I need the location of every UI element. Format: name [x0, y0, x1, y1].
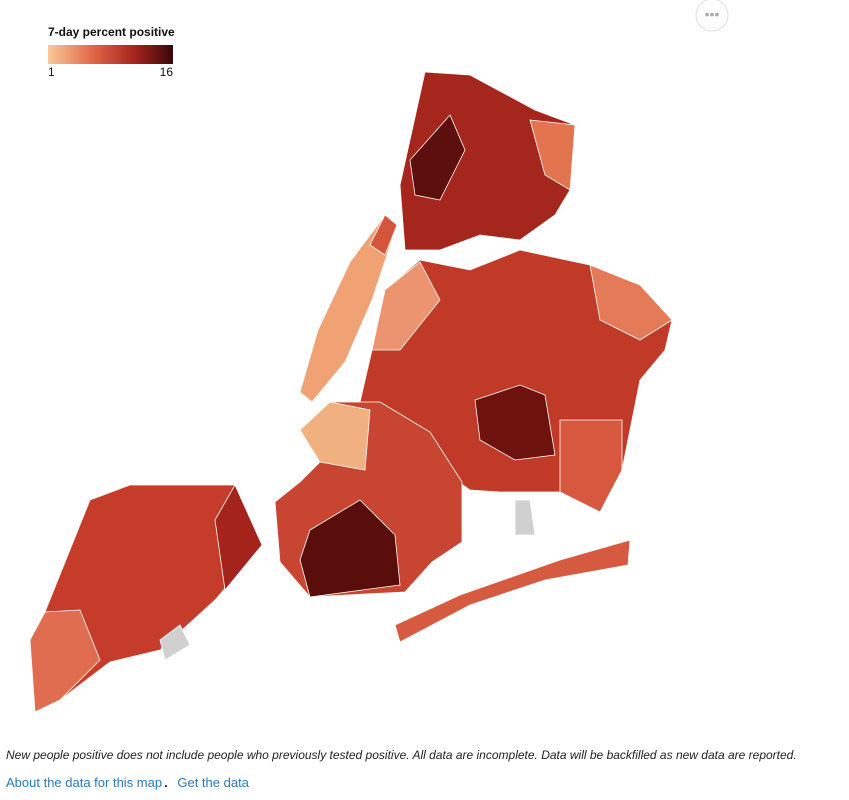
links: About the data for this map. Get the dat…	[6, 775, 249, 790]
queens-south	[559, 419, 623, 513]
rockaway	[394, 539, 631, 643]
legend-max: 16	[160, 65, 174, 79]
park	[159, 624, 191, 661]
boroughs	[29, 71, 673, 713]
legend-title: 7-day percent positive	[48, 25, 175, 39]
legend-ramp	[48, 45, 173, 64]
queens-west	[371, 261, 441, 351]
bronx	[399, 71, 576, 251]
more-button[interactable]	[695, 0, 729, 32]
staten-island-west	[29, 609, 101, 713]
about-link[interactable]: About the data for this map	[6, 775, 163, 790]
footnote: New people positive does not include peo…	[6, 748, 797, 762]
brooklyn-north	[299, 401, 371, 471]
map: 7-day percent positive 1 16 •••	[29, 0, 729, 713]
queens-east	[589, 264, 673, 341]
legend-min: 1	[48, 65, 55, 79]
airport	[514, 499, 536, 536]
queens-dark	[474, 384, 556, 461]
manhattan-north	[369, 214, 398, 256]
brooklyn-south-dark	[299, 499, 401, 598]
bronx-dark	[409, 114, 466, 201]
get-data-link[interactable]: Get the data	[177, 775, 249, 790]
separator: .	[164, 775, 168, 790]
bronx-east	[529, 119, 576, 191]
staten-island-east	[214, 484, 263, 591]
more-icon[interactable]: •••	[705, 6, 720, 22]
